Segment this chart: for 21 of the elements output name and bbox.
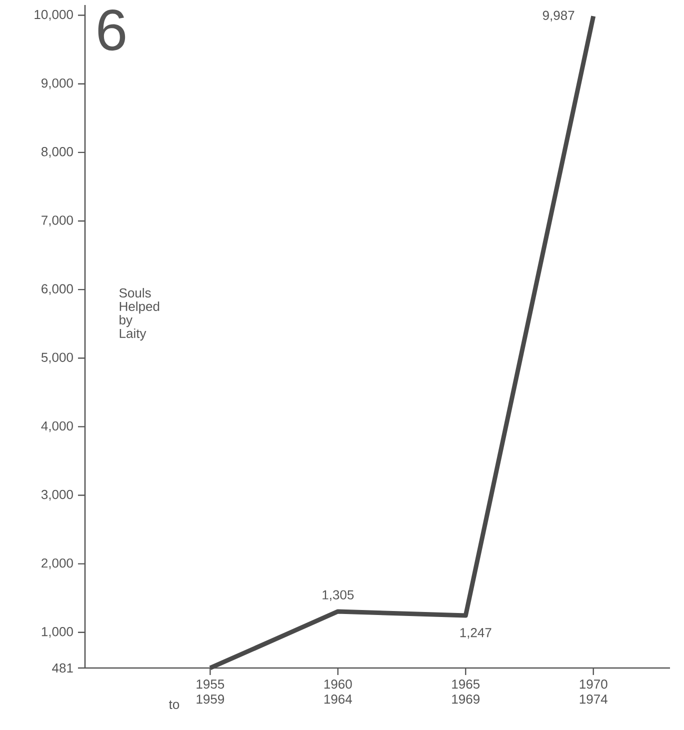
data-label: 1,305 — [322, 590, 354, 601]
y-tick-label: 8,000 — [42, 147, 73, 158]
y-tick-label: 7,000 — [42, 216, 73, 226]
y-tick-label: 2,000 — [42, 558, 73, 570]
data-label: 1,247 — [460, 628, 492, 639]
x-tick-label: 1970 1974 — [580, 680, 608, 704]
y-tick-label: 5,000 — [41, 352, 73, 364]
chart-title: 6 — [98, 10, 126, 51]
y-tick-label: 6,000 — [42, 284, 73, 295]
annotation: Souls Helped by Laity — [119, 288, 160, 341]
y-tick-label: 481 — [52, 663, 73, 673]
y-tick-label: 4,000 — [41, 421, 73, 432]
y-tick-label: 1,000 — [42, 627, 73, 638]
data-label: 9,987 — [542, 10, 574, 22]
x-tick-label: 1965 1969 — [452, 680, 480, 704]
x-tick-label: 1960 1964 — [324, 680, 352, 704]
text: to — [169, 700, 180, 710]
y-tick-label: 9,000 — [42, 78, 73, 90]
y-tick-label: 3,000 — [41, 490, 73, 501]
x-tick-label: 1955 1959 — [196, 680, 224, 704]
y-tick-label: 10,000 — [34, 10, 73, 21]
